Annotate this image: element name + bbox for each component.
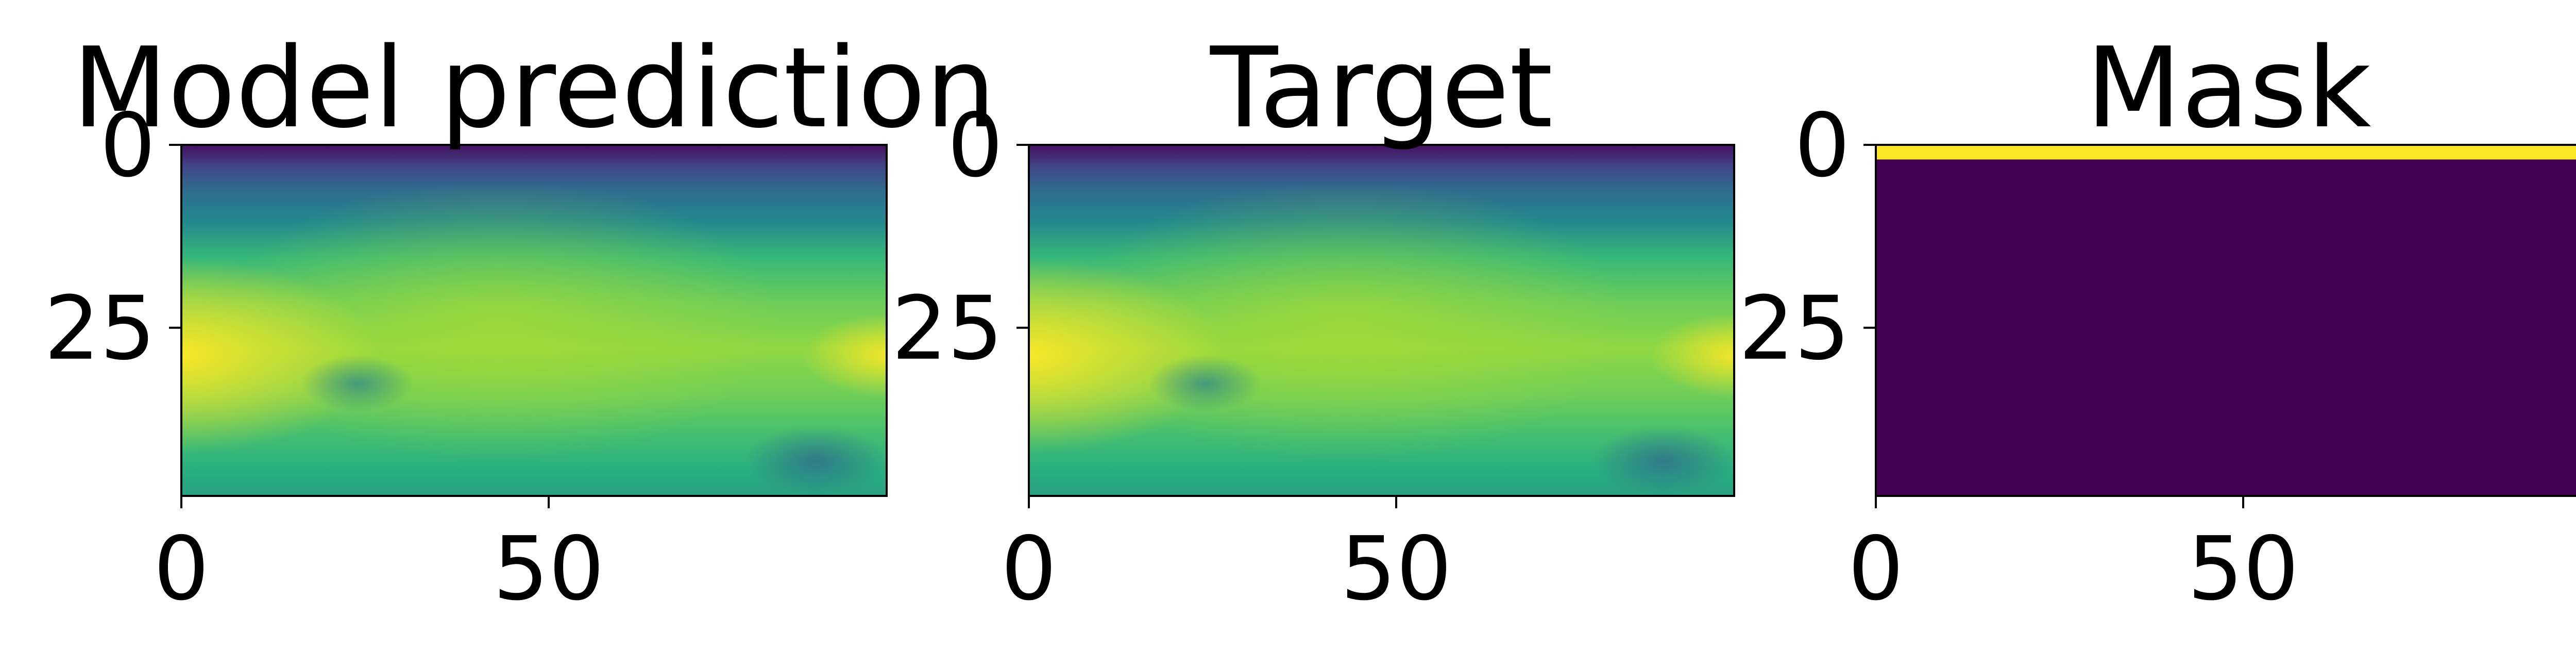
axes-frame [180,144,888,497]
field-cool-corner [1029,145,1734,496]
x-tick-label: 50 [2188,518,2299,620]
y-tick-label: 25 [44,278,156,380]
y-tick-label: 25 [892,278,1003,380]
axes-frame [1028,144,1735,497]
mask-zero-region [1876,145,2576,496]
panel-title: Target [1210,23,1553,153]
panel-title: Mask [2086,23,2371,153]
x-tick-label: 0 [1848,518,1904,620]
x-tick-label: 0 [1001,518,1057,620]
heatmap-panel-2: Target 0 50 0 25 [892,23,1735,620]
y-tick-label: 25 [1739,278,1850,380]
mask-one-region [1876,145,2576,160]
x-tick-label: 50 [1341,518,1452,620]
x-tick-label: 50 [493,518,604,620]
heatmap-panel-3: Mask 0 50 0 25 [1739,23,2576,620]
x-tick-label: 0 [154,518,209,620]
panel-title: Model prediction [72,23,996,153]
y-tick-label: 0 [1794,95,1850,197]
y-tick-label: 0 [947,95,1003,197]
y-tick-label: 0 [100,95,156,197]
field-cool-corner [181,145,887,496]
axes-frame [1875,144,2576,497]
